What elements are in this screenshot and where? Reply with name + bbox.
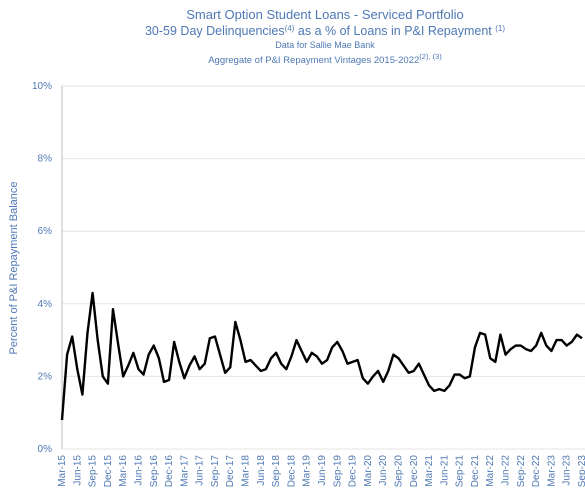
y-tick-label: 6% [38,226,53,237]
x-tick-label: Mar-17 [179,455,190,487]
x-tick-label: Sep-21 [455,455,466,488]
x-tick-label: Jun-20 [378,455,389,486]
x-tick-label: Dec-15 [103,455,114,488]
chart-subtitle: Data for Sallie Mae Bank [275,40,375,50]
x-tick-label: Mar-16 [118,455,129,487]
x-tick-label: Mar-23 [546,455,557,487]
y-tick-label: 8% [38,154,53,165]
x-tick-label: Mar-18 [241,455,252,487]
x-tick-label: Dec-20 [409,455,420,488]
subtitle-note: (4) [285,24,295,33]
x-tick-label: Jun-16 [133,455,144,486]
x-tick-label: Sep-17 [210,455,221,488]
x-tick-label: Mar-20 [363,455,374,487]
y-tick-label: 2% [38,371,53,382]
subtitle-note: (1) [495,24,505,33]
x-tick-label: Jun-22 [501,455,512,486]
subtitle-text: Aggregate of P&I Repayment Vintages 2015… [208,55,419,66]
x-tick-label: Sep-16 [149,455,160,488]
x-tick-label: Dec-16 [164,455,175,488]
y-tick-label: 10% [32,81,52,92]
x-tick-label: Mar-15 [57,455,68,487]
x-tick-label: Sep-22 [516,455,527,488]
x-tick-label: Sep-20 [393,455,404,488]
data-line [60,291,583,421]
x-tick-label: Jun-19 [317,455,328,486]
chart-subtitle: Aggregate of P&I Repayment Vintages 2015… [208,52,442,66]
x-tick-label: Jun-15 [72,455,83,486]
x-tick-label: Sep-18 [271,455,282,488]
subtitle-text: 30-59 Day Delinquencies [145,24,285,38]
x-tick-label: Dec-18 [286,455,297,488]
y-tick-label: 0% [38,444,53,455]
x-tick-label: Jun-18 [256,455,267,486]
x-tick-label: Mar-19 [302,455,313,487]
chart-title: Smart Option Student Loans - Serviced Po… [186,7,463,22]
x-tick-label: Jun-17 [195,455,206,486]
x-tick-label: Sep-23 [577,455,585,488]
x-tick-label: Dec-22 [531,455,542,488]
x-tick-label: Jun-23 [562,455,573,486]
x-tick-label: Sep-19 [332,455,343,488]
x-tick-label: Dec-19 [348,455,359,488]
chart-subtitle: 30-59 Day Delinquencies(4) as a % of Loa… [145,24,505,38]
subtitle-note: (2), (3) [419,52,442,61]
y-tick-label: 4% [38,299,53,310]
x-tick-label: Jun-21 [439,455,450,486]
x-tick-label: Mar-21 [424,455,435,487]
subtitle-text: as a % of Loans in P&I Repayment [294,24,495,38]
x-tick-label: Sep-15 [88,455,99,488]
y-axis-label: Percent of P&I Repayment Balance [8,181,20,354]
x-tick-label: Dec-21 [470,455,481,488]
x-tick-label: Mar-22 [485,455,496,487]
x-tick-label: Dec-17 [225,455,236,488]
